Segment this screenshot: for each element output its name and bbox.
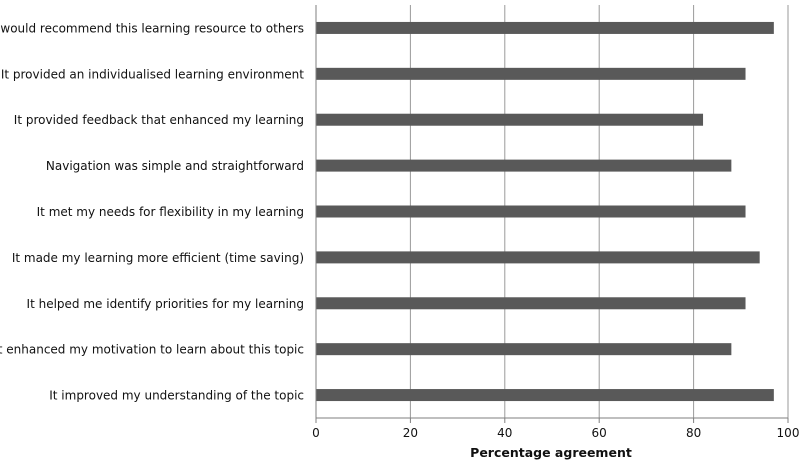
bar [316, 159, 732, 172]
category-labels: I would recommend this learning resource… [0, 21, 304, 402]
category-label: I would recommend this learning resource… [0, 21, 304, 35]
category-label: It provided an individualised learning e… [1, 67, 304, 81]
category-label: Navigation was simple and straightforwar… [46, 159, 304, 173]
category-label: It made my learning more efficient (time… [12, 251, 304, 265]
category-label: It provided feedback that enhanced my le… [14, 113, 304, 127]
axes [315, 5, 789, 423]
x-tick-label: 40 [497, 426, 512, 440]
x-axis-title: Percentage agreement [470, 445, 632, 460]
category-label: It met my needs for flexibility in my le… [37, 205, 304, 219]
x-tick-label: 100 [777, 426, 800, 440]
bar [316, 67, 746, 80]
bar [316, 389, 774, 402]
bars [316, 21, 774, 402]
category-label: It improved my understanding of the topi… [49, 389, 304, 403]
bar [316, 205, 746, 218]
x-tick-label: 0 [312, 426, 320, 440]
category-label: It enhanced my motivation to learn about… [0, 343, 304, 357]
bar [316, 21, 774, 34]
x-tick-labels: 0 20 40 60 80 100 [312, 426, 799, 440]
bar [316, 113, 704, 126]
x-tick-label: 20 [403, 426, 418, 440]
x-tick-label: 60 [592, 426, 607, 440]
category-label: It helped me identify priorities for my … [27, 297, 304, 311]
bar [316, 251, 760, 264]
bar [316, 343, 732, 356]
bar [316, 297, 746, 310]
x-tick-label: 80 [686, 426, 701, 440]
